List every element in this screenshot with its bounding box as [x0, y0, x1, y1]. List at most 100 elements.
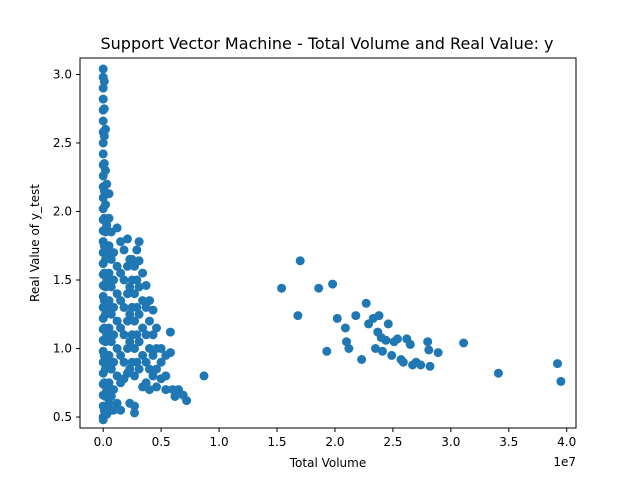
data-point: [104, 323, 114, 333]
data-point: [116, 323, 126, 333]
data-point: [98, 94, 108, 104]
data-point: [102, 330, 112, 340]
data-point: [98, 138, 108, 148]
axes-frame: [79, 57, 577, 429]
data-point: [161, 371, 171, 381]
data-point: [119, 275, 129, 285]
data-point: [99, 76, 109, 86]
chart-title: Support Vector Machine - Total Volume an…: [100, 34, 553, 53]
data-point: [148, 330, 158, 340]
data-point: [134, 364, 144, 374]
data-point: [378, 346, 387, 356]
data-point: [102, 248, 112, 258]
data-point: [148, 350, 158, 360]
y-axis-ticks: 0.5 1.0 1.5 2.0 2.5 3.0: [53, 67, 80, 424]
data-point: [123, 234, 132, 244]
data-point: [277, 283, 287, 293]
data-point: [148, 371, 158, 381]
data-point: [416, 360, 426, 370]
data-point: [130, 401, 139, 411]
data-point: [106, 364, 116, 374]
data-point: [123, 289, 132, 299]
data-point: [119, 357, 129, 367]
data-point: [123, 344, 132, 353]
data-point: [145, 364, 154, 374]
data-point: [138, 296, 148, 306]
x-tick-label: 4.0: [557, 435, 576, 449]
data-point: [98, 149, 108, 159]
data-point: [109, 405, 119, 415]
data-point: [342, 337, 351, 347]
data-point: [106, 282, 116, 292]
data-point: [102, 220, 112, 230]
data-point: [293, 311, 303, 321]
data-point: [134, 237, 144, 247]
data-point: [132, 275, 142, 285]
data-point: [398, 357, 408, 367]
data-point: [130, 316, 139, 326]
data-point: [393, 334, 402, 344]
data-point: [109, 248, 119, 258]
data-point: [459, 338, 469, 348]
data-point: [165, 327, 175, 337]
data-point: [145, 316, 154, 326]
data-point: [134, 282, 144, 292]
data-point: [123, 316, 132, 326]
data-point: [357, 355, 367, 364]
data-point: [351, 311, 361, 321]
x-axis-offset-label: 1e7: [553, 455, 576, 469]
data-point: [332, 313, 342, 323]
data-point: [145, 296, 154, 306]
data-point: [340, 323, 350, 333]
data-point: [125, 309, 135, 319]
data-point: [112, 371, 122, 381]
data-point: [99, 159, 109, 168]
data-point: [152, 364, 161, 374]
data-point: [106, 337, 116, 347]
data-point: [145, 344, 154, 353]
data-point: [127, 254, 137, 264]
data-point: [119, 330, 129, 340]
data-point: [161, 385, 171, 395]
y-tick-label: 0.5: [53, 410, 72, 424]
data-point: [138, 268, 148, 278]
data-point: [322, 346, 332, 356]
data-point: [425, 361, 435, 371]
data-point: [141, 302, 151, 312]
data-point: [112, 316, 122, 326]
data-point: [102, 385, 112, 395]
data-point: [101, 124, 110, 134]
data-point: [433, 348, 443, 358]
data-point: [423, 337, 433, 347]
x-tick-label: 3.5: [499, 435, 518, 449]
data-point: [119, 245, 129, 255]
data-point: [106, 392, 116, 401]
data-point: [145, 385, 154, 395]
data-point: [130, 344, 139, 353]
data-point: [405, 339, 415, 349]
data-point: [141, 357, 151, 367]
data-point: [132, 330, 142, 340]
data-point: [104, 268, 114, 278]
data-point: [102, 302, 112, 312]
data-point: [383, 319, 393, 329]
data-point: [328, 279, 338, 289]
data-point: [104, 378, 114, 388]
data-point: [116, 268, 126, 278]
data-point: [104, 350, 114, 360]
data-point: [106, 309, 116, 319]
data-point: [152, 382, 161, 392]
data-point: [106, 254, 116, 264]
y-axis-label: Real Value of y_test: [28, 184, 42, 302]
data-point: [125, 337, 135, 347]
data-point: [138, 323, 148, 333]
data-point: [134, 256, 144, 266]
data-point: [102, 275, 112, 285]
data-point: [387, 350, 397, 360]
data-point: [98, 64, 108, 74]
data-point: [112, 398, 122, 408]
x-axis-ticks: 0.0 0.5 1.0 1.5 2.0 2.5 3.0 3.5 4.0: [94, 428, 576, 449]
data-point: [148, 305, 158, 315]
data-point: [104, 296, 114, 306]
data-point: [344, 344, 354, 353]
